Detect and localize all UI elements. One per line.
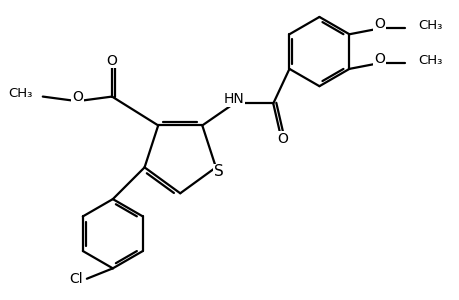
Text: CH₃: CH₃ [8, 87, 32, 100]
Text: HN: HN [223, 92, 244, 106]
Text: O: O [72, 90, 83, 104]
Text: CH₃: CH₃ [417, 54, 442, 67]
Text: O: O [373, 17, 384, 32]
Text: O: O [276, 132, 287, 146]
Text: CH₃: CH₃ [417, 19, 442, 32]
Text: O: O [373, 52, 384, 66]
Text: Cl: Cl [69, 272, 83, 286]
Text: S: S [213, 164, 223, 179]
Text: O: O [106, 54, 117, 68]
